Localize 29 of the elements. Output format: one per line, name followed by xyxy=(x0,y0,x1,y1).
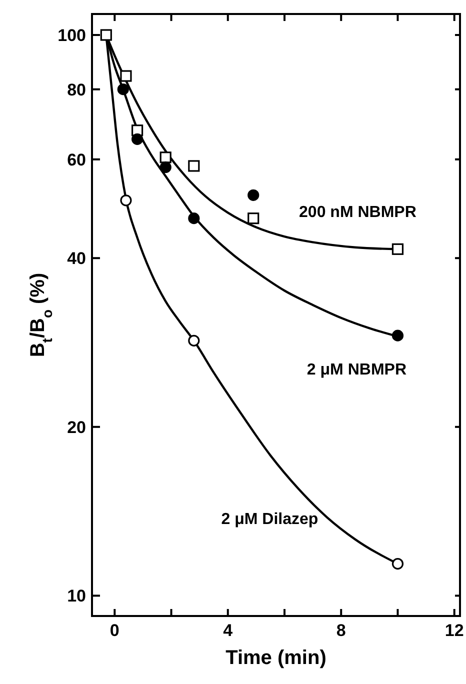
x-tick-label: 0 xyxy=(110,621,120,640)
x-tick-label: 4 xyxy=(223,621,234,640)
point xyxy=(188,160,200,172)
y-tick-label: 100 xyxy=(58,26,86,45)
point xyxy=(131,133,144,145)
x-tick-label: 12 xyxy=(444,621,464,640)
point xyxy=(188,334,200,346)
y-tick-label: 20 xyxy=(67,418,86,437)
x-axis-title: Time (min) xyxy=(226,647,326,669)
series-label: 2 μM Dilazep xyxy=(221,510,318,528)
point xyxy=(392,558,404,570)
point xyxy=(100,29,112,41)
point xyxy=(248,189,260,201)
point xyxy=(117,84,129,96)
point xyxy=(120,194,132,206)
point xyxy=(392,330,404,342)
point xyxy=(188,212,200,224)
series-label: 200 nM NBMPR xyxy=(299,204,417,222)
y-tick-label: 60 xyxy=(67,150,86,170)
point xyxy=(160,161,172,174)
series-label: 2 μM NBMPR xyxy=(306,361,407,378)
point xyxy=(160,152,172,164)
y-tick-label: 10 xyxy=(67,586,86,606)
point xyxy=(392,243,404,255)
point xyxy=(120,70,132,82)
y-tick-label: 80 xyxy=(67,80,86,100)
point xyxy=(248,212,260,224)
y-tick-label: 40 xyxy=(67,249,86,268)
x-tick-label: 8 xyxy=(336,621,346,640)
